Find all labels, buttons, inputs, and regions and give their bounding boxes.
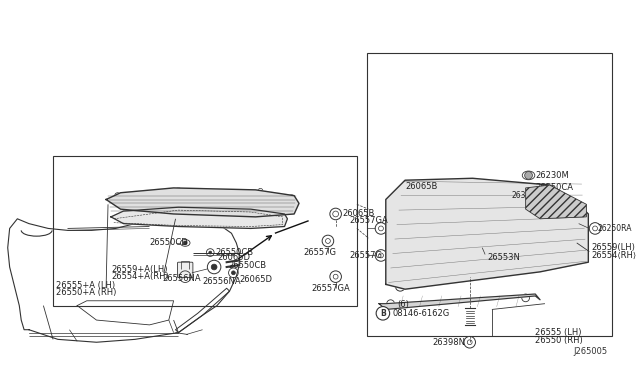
Text: 26556NA: 26556NA: [202, 277, 241, 286]
Circle shape: [211, 264, 217, 270]
Text: (6): (6): [397, 300, 409, 309]
Circle shape: [376, 307, 390, 320]
Ellipse shape: [531, 201, 540, 207]
Circle shape: [209, 251, 212, 254]
FancyBboxPatch shape: [177, 262, 193, 278]
Circle shape: [326, 238, 330, 243]
Polygon shape: [386, 178, 588, 289]
Circle shape: [333, 211, 339, 217]
Circle shape: [118, 216, 124, 222]
Circle shape: [115, 193, 120, 199]
Circle shape: [525, 171, 532, 179]
Text: 26550+A (RH): 26550+A (RH): [56, 288, 116, 296]
Text: 26554⟨RH⟩: 26554⟨RH⟩: [591, 251, 636, 260]
Text: 08146-6162G: 08146-6162G: [392, 309, 450, 318]
Circle shape: [398, 192, 403, 197]
Circle shape: [378, 226, 383, 231]
Text: 26557GA: 26557GA: [312, 284, 350, 293]
Polygon shape: [111, 207, 287, 228]
Circle shape: [206, 249, 214, 256]
Circle shape: [330, 208, 341, 220]
Text: 26550CD: 26550CD: [150, 238, 188, 247]
Circle shape: [378, 253, 383, 258]
Text: 26555+A (LH): 26555+A (LH): [56, 281, 115, 290]
Circle shape: [289, 195, 294, 201]
Polygon shape: [379, 294, 540, 310]
FancyBboxPatch shape: [367, 53, 612, 336]
Circle shape: [232, 271, 236, 275]
Ellipse shape: [180, 240, 190, 246]
Text: 26557G: 26557G: [304, 248, 337, 257]
Circle shape: [589, 223, 601, 234]
Text: 26559(LH): 26559(LH): [591, 243, 635, 252]
Text: 26550 (RH): 26550 (RH): [535, 336, 583, 345]
Ellipse shape: [522, 171, 535, 180]
Text: 26550CB: 26550CB: [228, 261, 267, 270]
Circle shape: [522, 294, 529, 302]
Text: 26554+A(RH): 26554+A(RH): [111, 272, 169, 281]
Text: 26250RA: 26250RA: [598, 224, 632, 233]
Text: 26398N: 26398N: [432, 338, 465, 347]
Text: 26065B: 26065B: [405, 182, 438, 192]
Text: 26065D: 26065D: [239, 275, 272, 284]
Circle shape: [207, 260, 221, 274]
Ellipse shape: [524, 185, 534, 191]
FancyBboxPatch shape: [53, 156, 357, 305]
Circle shape: [330, 271, 341, 282]
Circle shape: [258, 188, 263, 193]
Text: 26065B: 26065B: [342, 209, 375, 218]
Circle shape: [396, 282, 405, 291]
Text: 26557G: 26557G: [349, 251, 382, 260]
Circle shape: [277, 218, 283, 224]
Circle shape: [467, 340, 472, 344]
Circle shape: [570, 213, 578, 221]
Circle shape: [183, 241, 187, 245]
Text: 26555 (LH): 26555 (LH): [535, 328, 582, 337]
Text: 26556NA: 26556NA: [162, 274, 201, 283]
Circle shape: [478, 239, 486, 247]
Text: 26557GA: 26557GA: [349, 216, 388, 225]
Circle shape: [387, 300, 394, 308]
Circle shape: [176, 187, 181, 192]
Text: 26330C: 26330C: [511, 191, 541, 200]
Circle shape: [333, 274, 338, 279]
Text: 26550CA: 26550CA: [535, 183, 573, 192]
Text: J265005: J265005: [574, 347, 608, 356]
Circle shape: [228, 268, 238, 278]
Text: 26550CB: 26550CB: [215, 248, 253, 257]
Text: 26550C: 26550C: [538, 200, 570, 209]
Text: 26559+A(LH): 26559+A(LH): [111, 265, 168, 275]
Text: 26553N: 26553N: [487, 253, 520, 262]
Text: 26065D: 26065D: [217, 253, 250, 262]
Circle shape: [531, 199, 540, 209]
Circle shape: [375, 250, 387, 261]
Circle shape: [593, 226, 598, 231]
Circle shape: [375, 223, 387, 234]
Text: B: B: [380, 309, 386, 318]
Text: 26230M: 26230M: [535, 171, 569, 180]
Circle shape: [394, 189, 406, 201]
Circle shape: [322, 235, 333, 247]
Polygon shape: [525, 185, 586, 219]
Circle shape: [464, 336, 476, 348]
Polygon shape: [106, 188, 299, 217]
